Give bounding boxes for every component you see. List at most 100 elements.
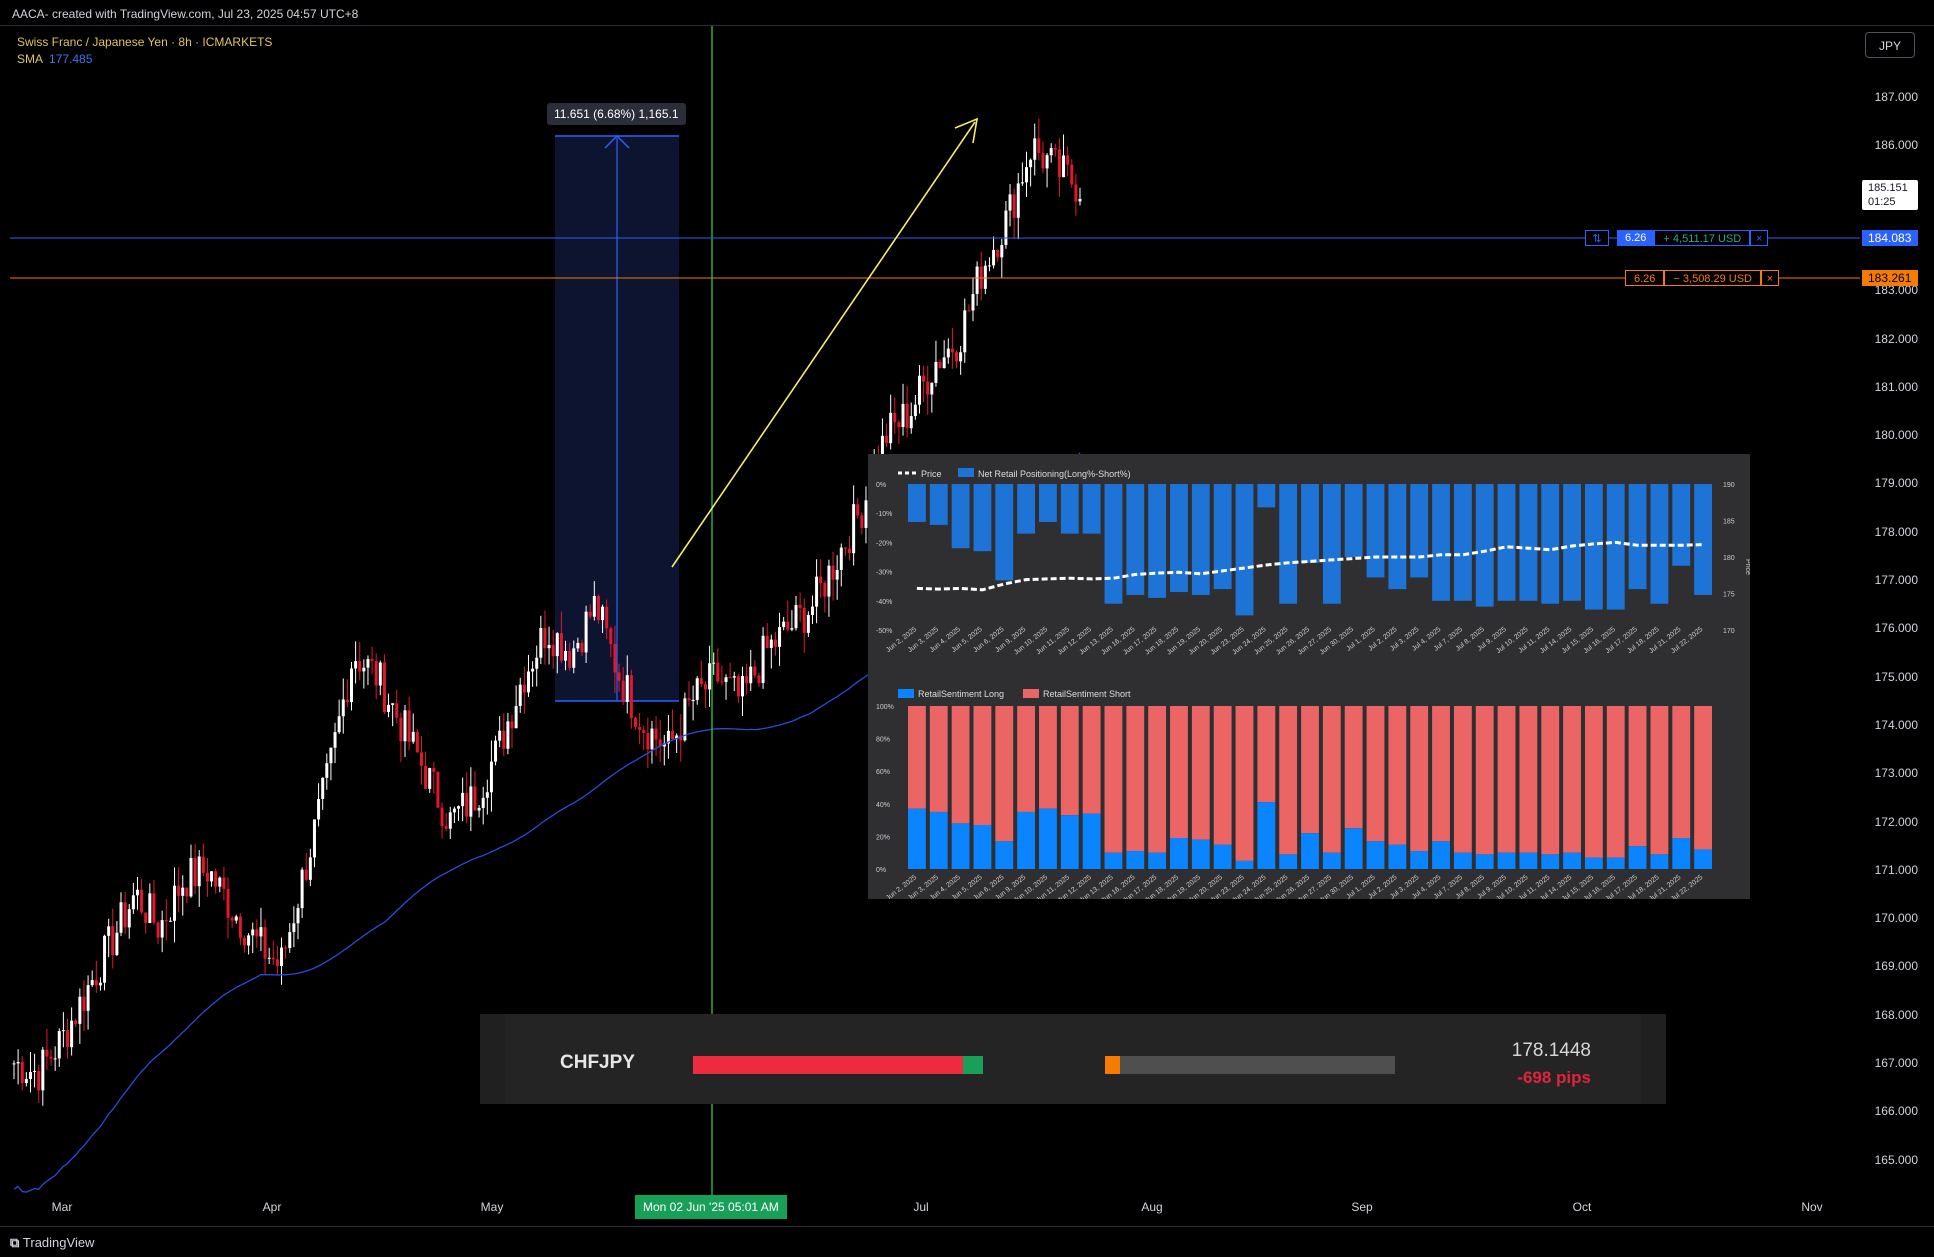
sentiment-long-bar (1388, 844, 1407, 869)
candle-body (489, 761, 493, 793)
candle-body (131, 895, 135, 910)
candle-body (518, 684, 522, 707)
candle-body (222, 877, 226, 889)
candle-body (885, 435, 889, 444)
candle-body (720, 681, 724, 683)
candle-body (362, 667, 366, 672)
candle-body (370, 659, 374, 661)
sentiment-long-bar (1060, 815, 1079, 869)
candle-body (1020, 182, 1024, 184)
legend-long-label: RetailSentiment Long (918, 689, 1004, 699)
sentiment-y-tick: 60% (876, 769, 890, 776)
candle-body (387, 704, 391, 713)
sentiment-short-bar (1628, 706, 1647, 847)
sentiment-short-bar (1039, 706, 1057, 809)
candle-body (78, 996, 82, 1024)
candle-body (629, 675, 633, 719)
sentiment-short-bar (1672, 706, 1691, 839)
sentiment-long-bar (1563, 852, 1581, 869)
sentiment-short-bar (1388, 706, 1407, 845)
net-positioning-bar (1104, 484, 1123, 604)
trend-arrow-head (954, 117, 979, 144)
candle-body (708, 663, 712, 690)
candle-body (119, 902, 123, 933)
widget-symbol: CHFJPY (560, 1052, 635, 1073)
candle-body (860, 515, 864, 528)
candle-body (49, 1056, 53, 1059)
currency-button[interactable]: JPY (1865, 32, 1915, 58)
legend-long-swatch (898, 689, 914, 698)
candle-body (588, 611, 592, 617)
candle-body (880, 435, 884, 471)
candle-body (251, 929, 255, 936)
candle-body (897, 422, 901, 427)
net-positioning-bar (1191, 484, 1210, 595)
net-y-tick: -30% (876, 570, 892, 577)
sentiment-long-bar (1344, 828, 1363, 869)
candle-body (28, 1072, 32, 1080)
sentiment-short-bar (1170, 706, 1188, 839)
candle-body (901, 403, 905, 427)
net-y-tick: -10% (876, 511, 892, 518)
candle-body (267, 957, 271, 959)
candle-body (983, 265, 987, 289)
sentiment-y-tick: 100% (876, 704, 894, 711)
candle-body (144, 912, 148, 924)
candle-body (70, 1020, 74, 1048)
candle-body (802, 607, 806, 633)
price-axis-label: 187.000 (1874, 90, 1918, 104)
candle-body (337, 716, 341, 733)
bar-countdown: 01:25 (1868, 196, 1896, 208)
candle-body (230, 917, 234, 921)
candle-body (226, 888, 230, 918)
net-positioning-bar (1388, 484, 1407, 590)
price-axis-label: 181.000 (1874, 379, 1918, 394)
sentiment-short-bar (1541, 706, 1560, 855)
long-position-label[interactable]: ⇅ 6.26 + 4,511.17 USD × (1585, 230, 1769, 246)
candle-body (358, 661, 362, 672)
candle-body (275, 959, 279, 966)
long-position-close-icon[interactable]: × (1750, 230, 1769, 246)
short-position-label[interactable]: 6.26 − 3,508.29 USD × (1625, 270, 1780, 286)
sentiment-short-bar (1563, 706, 1581, 853)
candle-body (633, 718, 637, 727)
tradingview-logo-icon: ⧉ (10, 1235, 23, 1250)
price-axis-label: 183.000 (1874, 283, 1918, 298)
retail-positioning-inset: Price Net Retail Positioning(Long%-Short%… (868, 454, 1750, 899)
candle-body (148, 893, 152, 924)
candle-body (411, 731, 415, 742)
candle-body (551, 644, 555, 657)
trend-arrow-line[interactable] (671, 121, 976, 568)
candle-body (107, 926, 111, 936)
sentiment-short-bar (1301, 706, 1319, 834)
sentiment-short-bar (1322, 706, 1341, 853)
measure-arrow-head (604, 134, 630, 149)
tradingview-logo[interactable]: ⧉ TradingView (10, 1235, 94, 1251)
long-position-pnl: + 4,511.17 USD (1654, 230, 1751, 246)
widget-pips: -698 pips (1517, 1068, 1591, 1087)
candle-body (123, 902, 127, 928)
candle-body (736, 676, 740, 697)
short-position-close-icon[interactable]: × (1761, 270, 1780, 286)
sma-legend[interactable]: SMA 177.485 (17, 52, 92, 66)
sentiment-long-bar (1301, 833, 1319, 869)
candle-body (712, 662, 716, 664)
candle-body (926, 381, 930, 395)
sentiment-short-bar (1366, 706, 1385, 842)
candle-body (794, 604, 798, 629)
candle-body (189, 857, 193, 897)
candle-body (201, 856, 205, 873)
price-axis-label: 174.000 (1874, 717, 1918, 732)
candle-body (1053, 148, 1057, 150)
candle-body (296, 908, 300, 924)
net-positioning-bar (1213, 484, 1232, 590)
sentiment-short-bar (995, 706, 1014, 842)
candle-body (522, 684, 526, 693)
sentiment-short-bar (1497, 706, 1516, 853)
candle-body (1049, 148, 1053, 156)
candle-body (638, 726, 642, 730)
candle-body (950, 348, 954, 353)
chart-symbol-legend[interactable]: Swiss Franc / Japanese Yen · 8h · ICMARK… (17, 35, 273, 49)
position-swap-icon[interactable]: ⇅ (1585, 230, 1609, 246)
